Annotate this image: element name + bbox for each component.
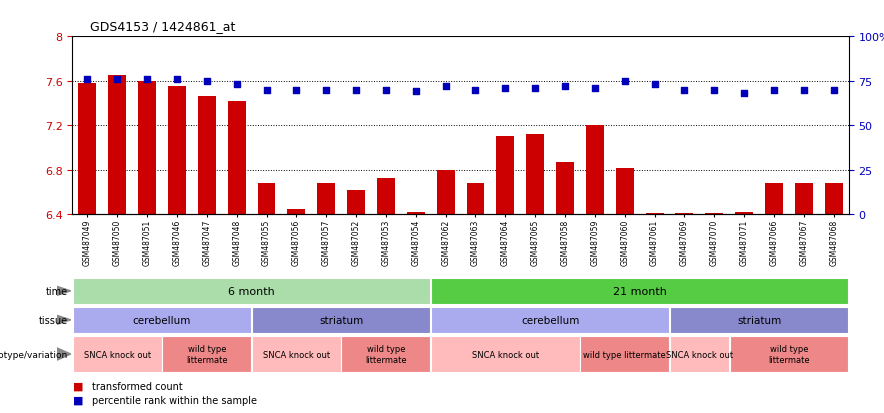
Text: ■: ■ bbox=[72, 395, 83, 405]
Bar bbox=[72, 307, 251, 333]
Bar bbox=[795, 184, 812, 215]
Polygon shape bbox=[57, 348, 71, 361]
Bar bbox=[252, 336, 341, 372]
Point bbox=[170, 76, 184, 83]
Point bbox=[528, 85, 542, 92]
Point bbox=[230, 82, 244, 88]
Bar bbox=[526, 135, 545, 215]
Text: SNCA knock out: SNCA knock out bbox=[472, 350, 539, 358]
Point bbox=[767, 87, 781, 94]
Text: 6 month: 6 month bbox=[228, 286, 275, 296]
Bar bbox=[467, 184, 484, 215]
Point bbox=[80, 76, 95, 83]
Bar bbox=[138, 82, 156, 215]
Point bbox=[827, 87, 841, 94]
Text: SNCA knock out: SNCA knock out bbox=[263, 350, 330, 358]
Point bbox=[379, 87, 393, 94]
Polygon shape bbox=[57, 287, 71, 296]
Bar bbox=[670, 336, 729, 372]
Point bbox=[588, 85, 602, 92]
Point bbox=[677, 87, 691, 94]
Point bbox=[707, 87, 721, 94]
Bar bbox=[168, 87, 186, 215]
Bar bbox=[586, 126, 604, 215]
Bar bbox=[228, 102, 246, 215]
Bar bbox=[72, 278, 431, 304]
Bar bbox=[765, 184, 783, 215]
Text: 21 month: 21 month bbox=[613, 286, 667, 296]
Bar bbox=[675, 214, 693, 215]
Point bbox=[260, 87, 274, 94]
Point bbox=[499, 85, 513, 92]
Bar bbox=[347, 190, 365, 215]
Bar bbox=[198, 97, 216, 215]
Bar bbox=[645, 214, 664, 215]
Point bbox=[618, 78, 632, 85]
Bar bbox=[729, 336, 849, 372]
Text: GDS4153 / 1424861_at: GDS4153 / 1424861_at bbox=[90, 20, 235, 33]
Point bbox=[200, 78, 214, 85]
Bar bbox=[825, 184, 842, 215]
Bar bbox=[497, 137, 514, 215]
Bar bbox=[616, 168, 634, 215]
Point bbox=[289, 87, 303, 94]
Bar bbox=[79, 84, 96, 215]
Bar bbox=[431, 336, 580, 372]
Point bbox=[319, 87, 333, 94]
Bar bbox=[670, 307, 849, 333]
Bar bbox=[252, 307, 431, 333]
Bar bbox=[431, 278, 849, 304]
Bar bbox=[317, 184, 335, 215]
Bar bbox=[431, 307, 669, 333]
Point bbox=[349, 87, 363, 94]
Text: ■: ■ bbox=[72, 381, 83, 391]
Point bbox=[737, 91, 751, 97]
Point bbox=[648, 82, 662, 88]
Text: percentile rank within the sample: percentile rank within the sample bbox=[92, 395, 257, 405]
Text: wild type
littermate: wild type littermate bbox=[365, 344, 407, 364]
Point bbox=[796, 87, 811, 94]
Bar bbox=[407, 213, 424, 215]
Bar bbox=[705, 214, 723, 215]
Text: wild type littermate: wild type littermate bbox=[583, 350, 667, 358]
Point bbox=[110, 76, 125, 83]
Point bbox=[438, 83, 453, 90]
Bar bbox=[556, 163, 574, 215]
Point bbox=[469, 87, 483, 94]
Text: striatum: striatum bbox=[737, 315, 781, 325]
Text: time: time bbox=[46, 286, 68, 296]
Text: tissue: tissue bbox=[39, 315, 68, 325]
Text: SNCA knock out: SNCA knock out bbox=[666, 350, 733, 358]
Bar bbox=[72, 336, 162, 372]
Text: wild type
littermate: wild type littermate bbox=[186, 344, 228, 364]
Bar bbox=[437, 170, 454, 215]
Bar bbox=[163, 336, 251, 372]
Text: cerebellum: cerebellum bbox=[133, 315, 191, 325]
Point bbox=[140, 76, 154, 83]
Bar bbox=[377, 178, 395, 215]
Point bbox=[558, 83, 572, 90]
Text: genotype/variation: genotype/variation bbox=[0, 350, 68, 358]
Bar bbox=[109, 76, 126, 215]
Polygon shape bbox=[57, 316, 71, 325]
Bar bbox=[580, 336, 669, 372]
Text: wild type
littermate: wild type littermate bbox=[768, 344, 810, 364]
Text: striatum: striatum bbox=[319, 315, 363, 325]
Bar bbox=[735, 213, 753, 215]
Bar bbox=[341, 336, 431, 372]
Bar bbox=[287, 209, 305, 215]
Text: transformed count: transformed count bbox=[92, 381, 183, 391]
Text: SNCA knock out: SNCA knock out bbox=[84, 350, 151, 358]
Text: cerebellum: cerebellum bbox=[521, 315, 579, 325]
Point bbox=[408, 89, 423, 95]
Bar bbox=[257, 184, 276, 215]
